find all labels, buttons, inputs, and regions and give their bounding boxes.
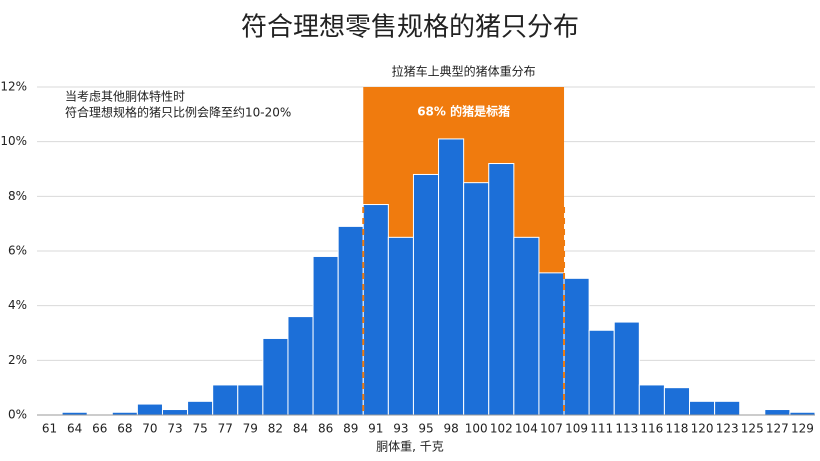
x-tick-label: 64 [67,422,82,436]
x-tick-label: 125 [741,422,764,436]
x-tick-label: 66 [92,422,107,436]
x-tick-label: 93 [393,422,408,436]
bar [638,384,665,416]
x-tick-label: 120 [691,422,714,436]
x-tick-label: 82 [268,422,283,436]
bar [362,204,389,416]
x-tick-label: 111 [590,422,613,436]
bar [563,277,590,416]
chart-title: 符合理想零售规格的猪只分布 [241,13,579,43]
y-tick-label: 2% [8,353,27,367]
y-tick-label: 0% [8,408,27,422]
x-tick-label: 91 [368,422,383,436]
bar [538,272,565,416]
x-tick-label: 95 [418,422,433,436]
highlight-label: 拉猪车上典型的猪体重分布 [392,64,536,79]
note: 符合理想规格的猪只比例会降至约10-20% [65,105,291,120]
x-tick-label: 79 [243,422,258,436]
x-tick-label: 123 [716,422,739,436]
bar [237,384,264,416]
bar [588,329,615,416]
x-tick-label: 100 [465,422,488,436]
x-tick-label: 104 [515,422,538,436]
y-tick-label: 6% [8,244,27,258]
bar [663,387,691,416]
x-tick-label: 86 [318,422,333,436]
x-tick-label: 129 [791,422,814,436]
x-tick-label: 98 [443,422,458,436]
x-tick-label: 89 [343,422,358,436]
bar [187,400,214,416]
bar [689,400,716,416]
bar [337,225,364,416]
x-tick-label: 102 [490,422,513,436]
bar [287,316,314,416]
x-tick-label: 107 [540,422,563,436]
x-tick-label: 109 [565,422,588,436]
bar [412,173,440,416]
bar [212,384,239,416]
x-tick-label: 68 [117,422,132,436]
bar [613,321,640,416]
x-tick-label: 75 [192,422,207,436]
y-tick-label: 12% [0,80,27,94]
bar [463,182,490,416]
bar [136,403,163,416]
y-tick-label: 8% [8,189,27,203]
bar [513,236,540,416]
x-tick-label: 127 [766,422,789,436]
x-tick-label: 113 [615,422,638,436]
x-tick-label: 73 [167,422,182,436]
bar [488,163,515,416]
x-tick-label: 61 [42,422,57,436]
x-axis-label: 胴体重, 千克 [376,440,444,454]
bar [714,400,741,416]
highlight-text: 68% 的猪是标猪 [417,104,510,119]
x-tick-label: 116 [640,422,663,436]
y-tick-label: 10% [0,134,27,148]
x-tick-label: 77 [218,422,233,436]
bar [312,255,339,416]
y-tick-label: 4% [8,298,27,312]
x-tick-label: 118 [666,422,689,436]
bar [764,409,791,416]
bar [262,337,289,416]
x-tick-label: 84 [293,422,308,436]
bar [387,236,414,416]
bar [438,138,465,416]
bar [161,409,189,416]
x-tick-label: 70 [142,422,157,436]
note: 当考虑其他胴体特性时 [65,89,185,104]
